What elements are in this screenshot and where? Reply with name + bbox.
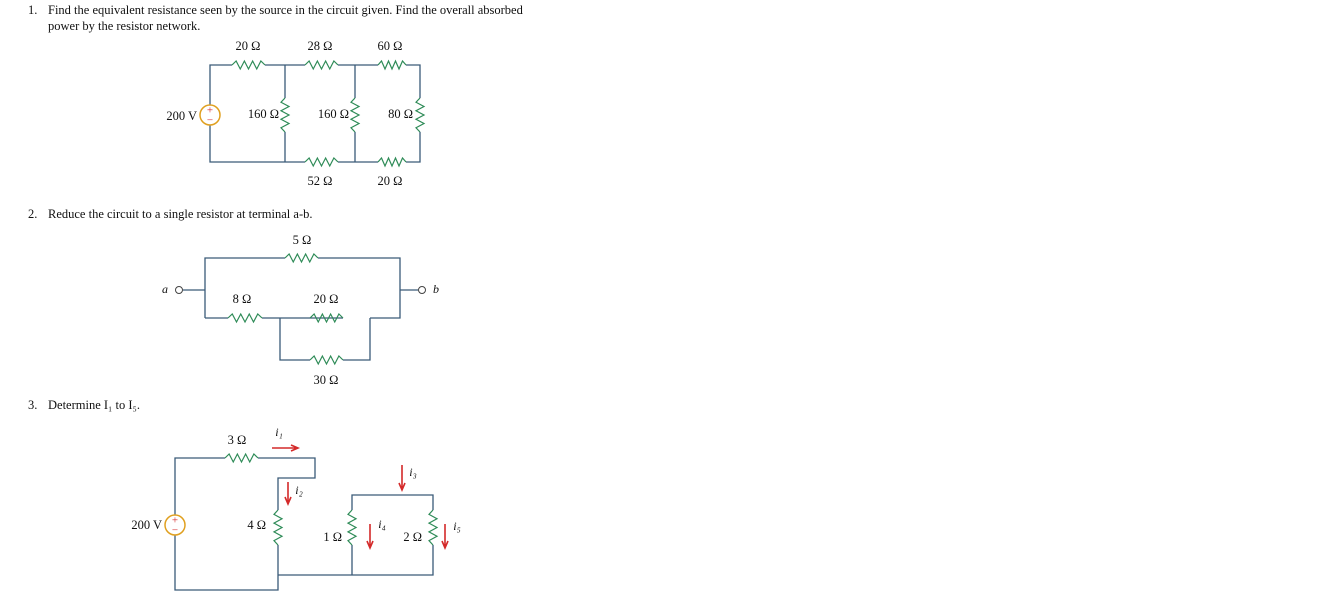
- current-label: i₅: [453, 519, 461, 533]
- polarity: +: [172, 515, 178, 527]
- resistor: [377, 59, 407, 71]
- source-label: 200 V: [166, 109, 197, 123]
- resistor: [284, 252, 319, 264]
- problem-text: Find the equivalent resistance seen by t…: [48, 3, 524, 17]
- problem-number: 3.: [28, 398, 37, 412]
- resistor: [309, 312, 344, 324]
- resistor-label: 20 Ω: [314, 292, 339, 306]
- resistor: [304, 156, 339, 168]
- problem-text: Reduce the circuit to a single resistor …: [48, 207, 313, 221]
- resistor: [227, 312, 263, 324]
- voltage-source: [199, 104, 221, 126]
- resistor-label: 4 Ω: [247, 518, 266, 532]
- resistor-label: 20 Ω: [236, 39, 261, 53]
- circuit-1-wires: [209, 64, 421, 163]
- circuit-3-resistors: [224, 452, 439, 546]
- resistor-label: 160 Ω: [318, 107, 349, 121]
- resistor: [346, 509, 358, 546]
- resistor-label: 20 Ω: [378, 174, 403, 188]
- polarity: −: [172, 525, 178, 537]
- problem-text: Determine I₁ to I₅.: [48, 398, 140, 412]
- resistor: [427, 509, 439, 546]
- current-arrow: [441, 524, 449, 551]
- resistor: [224, 452, 259, 464]
- resistor-label: 8 Ω: [233, 292, 252, 306]
- resistor: [349, 97, 361, 133]
- current-label: i₂: [295, 483, 303, 497]
- problem-text: power by the resistor network.: [48, 19, 200, 33]
- resistor: [414, 97, 426, 133]
- resistor: [279, 97, 291, 133]
- terminal: [418, 286, 426, 294]
- circuit-1-resistors: [231, 59, 426, 168]
- current-arrow: [398, 465, 406, 493]
- resistor: [309, 354, 344, 366]
- circuit-3-wires: [174, 457, 434, 591]
- voltage-source: [164, 514, 186, 536]
- resistor-label: 52 Ω: [308, 174, 333, 188]
- circuit-2-wires: [183, 257, 418, 361]
- current-arrow: [366, 524, 374, 551]
- problem-number: 2.: [28, 207, 37, 221]
- resistor-label: 5 Ω: [293, 233, 312, 247]
- polarity: −: [207, 115, 213, 127]
- polarity: +: [207, 105, 213, 117]
- current-label: i₃: [409, 465, 417, 479]
- terminal-label: b: [433, 282, 439, 296]
- terminal: [175, 286, 183, 294]
- current-label: i₄: [378, 517, 386, 531]
- current-label: i₁: [275, 425, 283, 439]
- resistor-label: 28 Ω: [308, 39, 333, 53]
- problem-number: 1.: [28, 3, 37, 17]
- resistor-label: 60 Ω: [378, 39, 403, 53]
- resistor-label: 3 Ω: [228, 433, 247, 447]
- resistor: [231, 59, 266, 71]
- current-arrow: [284, 482, 292, 507]
- source-label: 200 V: [131, 518, 162, 532]
- resistor-label: 2 Ω: [403, 530, 422, 544]
- resistor-label: 80 Ω: [388, 107, 413, 121]
- resistor-label: 160 Ω: [248, 107, 279, 121]
- resistor-label: 30 Ω: [314, 373, 339, 387]
- resistor-label: 1 Ω: [323, 530, 342, 544]
- current-arrow: [272, 444, 301, 452]
- resistor: [272, 509, 284, 546]
- resistor: [377, 156, 407, 168]
- terminal-label: a: [162, 282, 168, 296]
- circuit-2-resistors: [227, 252, 344, 366]
- resistor: [304, 59, 339, 71]
